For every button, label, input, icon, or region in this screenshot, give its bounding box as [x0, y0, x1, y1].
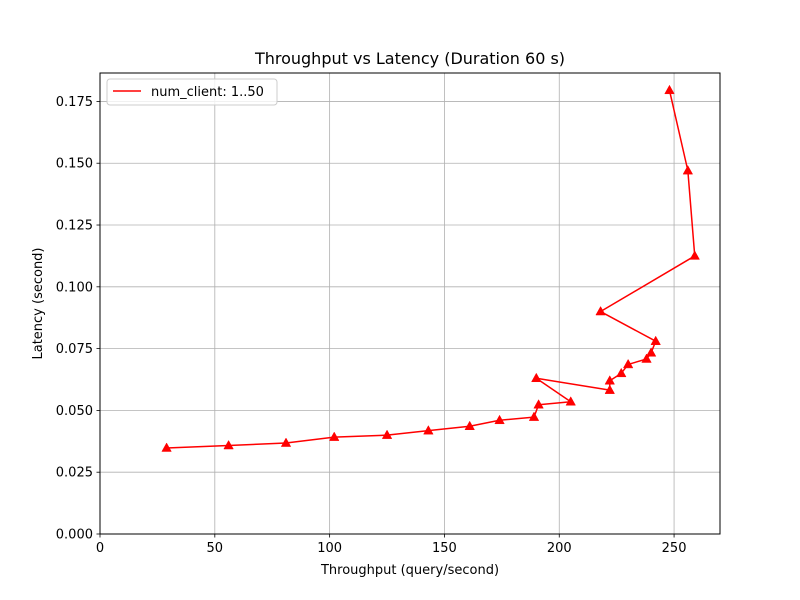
x-axis: 0 50 100 150 200 250 — [96, 534, 687, 556]
data-point-marker — [528, 411, 540, 421]
data-point-marker — [641, 353, 652, 363]
data-point-marker — [604, 375, 615, 385]
x-tick-label: 100 — [317, 541, 342, 556]
data-point-marker — [464, 420, 475, 430]
y-axis-label: Latency (second) — [31, 247, 46, 359]
data-point-marker — [423, 425, 434, 435]
data-point-marker — [682, 165, 694, 175]
y-tick-label: 0.150 — [56, 157, 93, 172]
data-point-marker — [689, 250, 700, 260]
data-point-marker — [645, 347, 657, 357]
legend: num_client: 1..50 — [106, 78, 278, 106]
data-point-marker — [161, 442, 172, 452]
legend-box — [106, 78, 278, 106]
data-point-marker — [604, 384, 615, 394]
data-point-marker — [494, 414, 505, 425]
x-tick-label: 150 — [432, 541, 457, 556]
data-point-marker — [616, 367, 627, 378]
y-tick-label: 0.025 — [56, 466, 93, 481]
data-point-marker — [280, 437, 292, 447]
x-tick-label: 50 — [207, 541, 224, 556]
data-point-marker — [650, 335, 661, 345]
y-tick-label: 0.075 — [56, 342, 93, 357]
grid — [99, 73, 720, 535]
y-tick-label: 0.000 — [56, 528, 93, 543]
data-point-marker — [622, 358, 634, 369]
x-axis-label: Throughput (query/second) — [320, 563, 499, 578]
y-tick-label: 0.175 — [56, 95, 93, 110]
data-point-marker — [223, 439, 234, 450]
legend-label: num_client: 1..50 — [151, 85, 264, 100]
data-point-marker — [595, 306, 606, 316]
data-point-marker — [664, 84, 675, 95]
y-axis: 0.000 0.025 0.050 0.075 0.100 0.125 0.150 0.175 — [56, 95, 100, 543]
x-tick-label: 0 — [96, 541, 104, 556]
data-point-marker — [565, 396, 576, 406]
chart-title: Throughput vs Latency (Duration 60 s) — [254, 49, 565, 68]
x-tick-label: 250 — [662, 541, 687, 556]
data-point-marker — [531, 372, 542, 383]
series-layer — [161, 84, 700, 452]
data-point-marker — [381, 429, 393, 439]
x-tick-label: 200 — [547, 541, 572, 556]
y-tick-label: 0.050 — [56, 404, 93, 419]
y-tick-label: 0.100 — [56, 280, 93, 295]
y-tick-label: 0.125 — [56, 219, 93, 234]
plot-frame — [99, 72, 721, 535]
data-point-marker — [329, 431, 340, 441]
data-point-marker — [533, 399, 544, 409]
